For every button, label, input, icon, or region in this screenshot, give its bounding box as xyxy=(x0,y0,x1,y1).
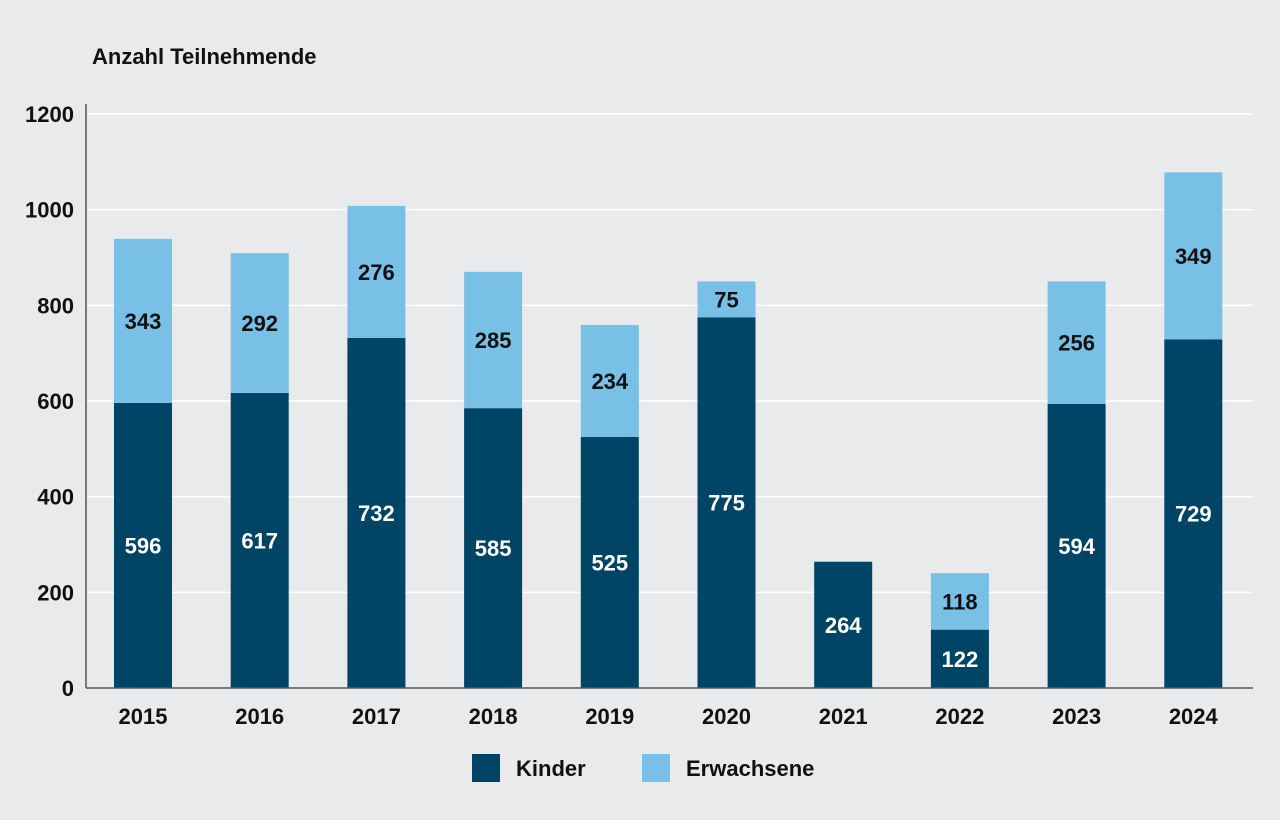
bar-erwachsene-2015 xyxy=(114,238,172,403)
bar-erwachsene-2016 xyxy=(230,253,289,393)
bar-kinder-2016 xyxy=(230,392,289,688)
y-tick-label: 0 xyxy=(62,676,74,701)
y-tick-label: 600 xyxy=(37,389,74,414)
data-label-erwachsene-2024: 349 xyxy=(1175,244,1212,269)
bar-erwachsene-2017 xyxy=(347,205,406,338)
data-label-erwachsene-2022: 118 xyxy=(942,589,978,614)
bar-kinder-2024 xyxy=(1164,339,1223,688)
bar-erwachsene-2023 xyxy=(1047,281,1106,404)
legend-swatch-kinder xyxy=(472,754,500,782)
y-tick-label: 1200 xyxy=(25,102,74,127)
bar-erwachsene-2022 xyxy=(930,573,989,630)
bar-kinder-2015 xyxy=(114,402,172,688)
data-label-erwachsene-2023: 256 xyxy=(1058,331,1095,356)
bar-kinder-2023 xyxy=(1047,403,1106,688)
x-tick-label: 2024 xyxy=(1169,704,1219,729)
data-label-erwachsene-2019: 234 xyxy=(591,369,628,394)
legend-label-erwachsene: Erwachsene xyxy=(686,756,814,781)
data-label-kinder-2020: 775 xyxy=(708,491,745,516)
y-tick-label: 800 xyxy=(37,293,74,318)
data-label-kinder-2018: 585 xyxy=(475,536,512,561)
legend: Kinder Erwachsene xyxy=(472,754,814,782)
bar-kinder-2018 xyxy=(464,408,523,688)
x-tick-label: 2016 xyxy=(235,704,284,729)
bar-kinder-2021 xyxy=(814,561,873,688)
bar-kinder-2022 xyxy=(930,629,989,688)
data-label-kinder-2016: 617 xyxy=(241,528,278,553)
bars: 596 343 617 292 732 276 585 285 525 234 775 75 264 12… xyxy=(114,172,1223,688)
y-tick-label: 200 xyxy=(37,580,74,605)
data-label-erwachsene-2020: 75 xyxy=(714,287,738,312)
data-label-kinder-2022: 122 xyxy=(942,647,979,672)
data-label-kinder-2015: 596 xyxy=(125,533,162,558)
y-tick-label: 1000 xyxy=(25,198,74,223)
bar-kinder-2020 xyxy=(697,317,756,688)
data-label-kinder-2017: 732 xyxy=(358,501,395,526)
legend-swatch-erwachsene xyxy=(642,754,670,782)
x-tick-label: 2020 xyxy=(702,704,751,729)
data-label-kinder-2019: 525 xyxy=(591,550,628,575)
data-label-erwachsene-2015: 343 xyxy=(125,309,162,334)
y-axis-label: Anzahl Teilnehmende xyxy=(92,44,317,69)
bar-erwachsene-2019 xyxy=(580,324,639,437)
y-tick-label: 400 xyxy=(37,485,74,510)
x-tick-label: 2019 xyxy=(585,704,634,729)
bar-kinder-2019 xyxy=(580,436,639,688)
axes: 0 200 400 600 800 1000 1200 2015 2016 2017 2018 201… xyxy=(25,102,1253,729)
data-label-kinder-2021: 264 xyxy=(825,613,862,638)
data-label-kinder-2024: 729 xyxy=(1175,502,1212,527)
data-label-erwachsene-2017: 276 xyxy=(358,260,395,285)
bar-erwachsene-2020 xyxy=(697,281,756,318)
bar-erwachsene-2018 xyxy=(464,271,523,409)
x-tick-label: 2021 xyxy=(819,704,868,729)
x-tick-label: 2023 xyxy=(1052,704,1101,729)
x-tick-label: 2015 xyxy=(119,704,168,729)
legend-label-kinder: Kinder xyxy=(516,756,586,781)
x-tick-label: 2017 xyxy=(352,704,401,729)
bar-erwachsene-2024 xyxy=(1164,172,1223,340)
data-label-kinder-2023: 594 xyxy=(1058,534,1095,559)
data-label-erwachsene-2018: 285 xyxy=(475,328,512,353)
x-tick-label: 2018 xyxy=(469,704,518,729)
bar-kinder-2017 xyxy=(347,337,406,688)
data-label-erwachsene-2016: 292 xyxy=(241,311,278,336)
x-tick-label: 2022 xyxy=(935,704,984,729)
